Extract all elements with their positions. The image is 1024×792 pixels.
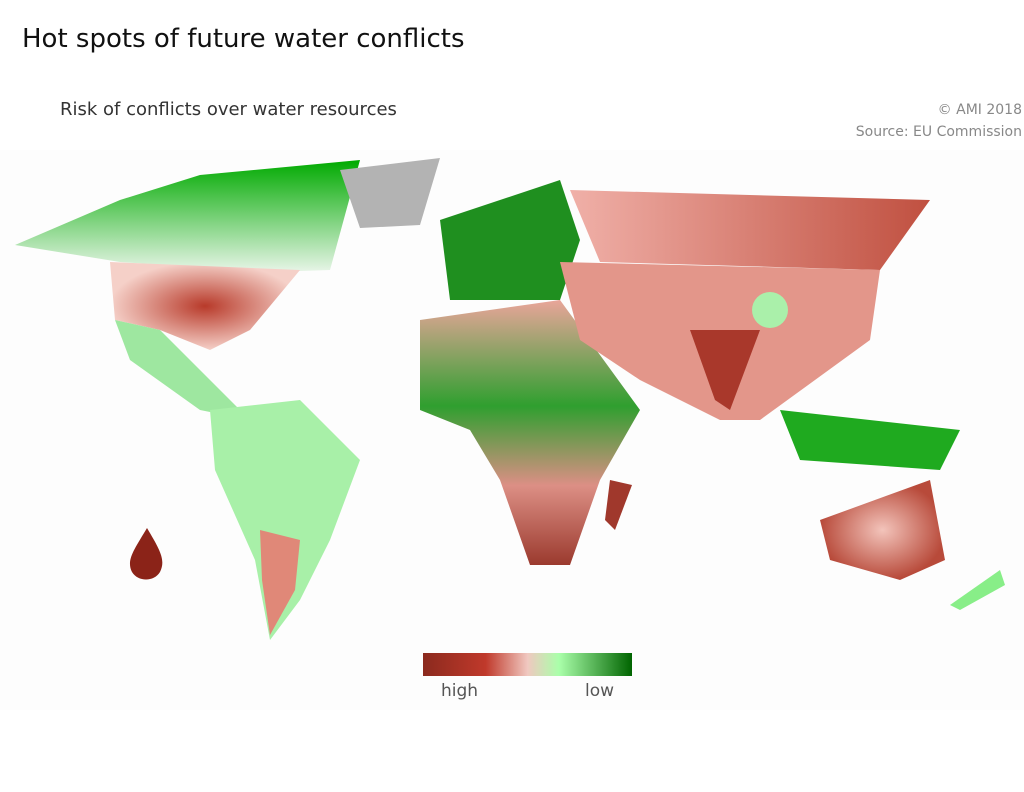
title: Hot spots of future water conflicts: [22, 24, 465, 54]
indonesia: [780, 410, 960, 470]
copyright: © AMI 2018: [937, 102, 1022, 118]
canada: [15, 160, 360, 272]
source: Source: EU Commission: [855, 124, 1022, 140]
greenland: [340, 158, 440, 228]
africa: [420, 300, 640, 565]
water-drop-icon: [129, 528, 163, 580]
legend-low: low: [585, 681, 615, 701]
russia: [570, 190, 930, 270]
new-zealand: [950, 570, 1005, 610]
india: [690, 330, 760, 410]
china-low-risk: [752, 292, 788, 328]
south-america: [210, 400, 360, 640]
central-america: [115, 320, 250, 420]
legend-color-bar: [423, 653, 632, 676]
madagascar: [605, 480, 632, 530]
usa: [110, 262, 300, 350]
argentina: [260, 530, 300, 635]
legend-high: high: [441, 681, 479, 701]
europe: [440, 180, 580, 300]
subtitle: Risk of conflicts over water resources: [60, 99, 397, 120]
australia: [820, 480, 945, 580]
